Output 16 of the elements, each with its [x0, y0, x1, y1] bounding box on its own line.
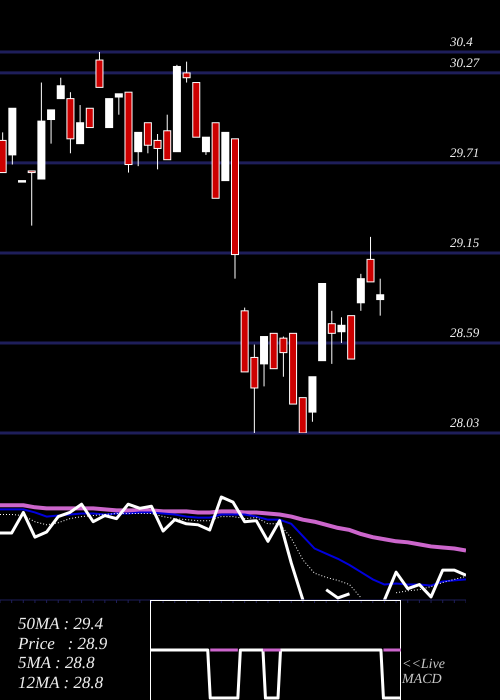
text: 5MA : 28.8 [18, 653, 96, 674]
candlestick [47, 109, 56, 144]
candlestick [86, 108, 94, 128]
ref-line-label: 29.15 [450, 234, 480, 250]
candlestick [376, 278, 384, 316]
ref-line-label: 30.27 [449, 54, 480, 70]
text: 50MA : 29.4 [18, 614, 104, 634]
ref-line-label: 29.71 [450, 144, 480, 160]
ref-line-label: 28.03 [450, 415, 480, 430]
candlestick [28, 170, 36, 226]
ref-line-label: 28.59 [450, 324, 480, 340]
ref-line-label: 30.4 [449, 34, 474, 49]
text: 12MA : 28.8 [18, 673, 104, 693]
annotation: <<Live MACD [402, 657, 446, 687]
text: Price : 28.9 [18, 634, 108, 654]
candlestick [56, 77, 65, 100]
